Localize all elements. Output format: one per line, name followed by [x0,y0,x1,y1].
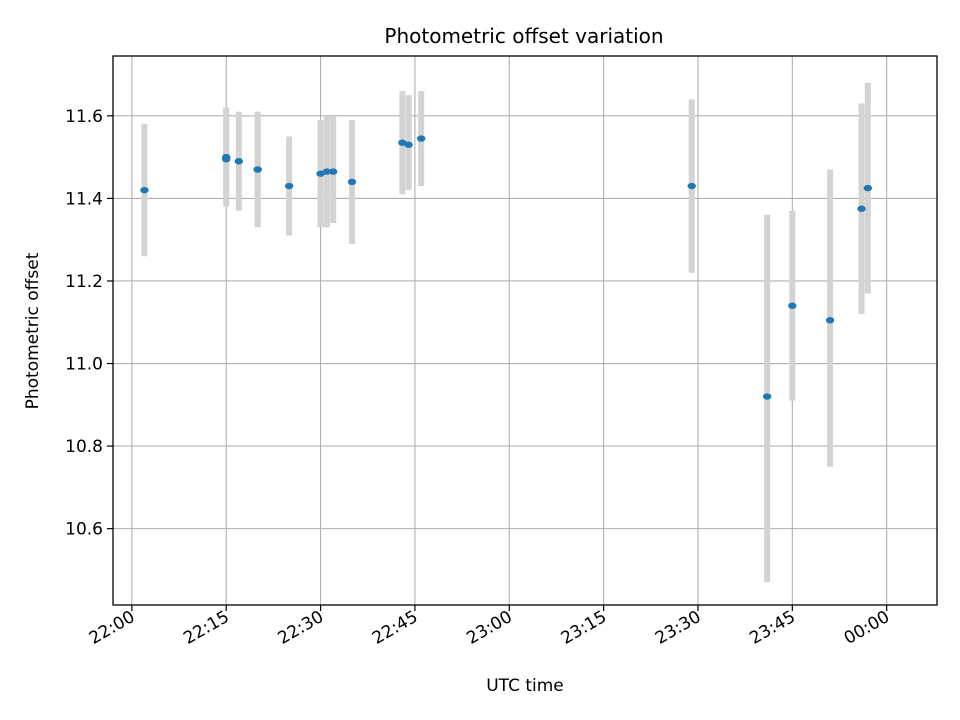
point-layer [140,135,873,400]
data-point [322,168,332,175]
y-tick-label: 10.8 [65,437,103,457]
data-point [347,178,357,186]
data-point [398,139,407,146]
y-axis-ticks: 10.6 10.8 11.0 11.2 11.4 11.6 [65,107,113,540]
x-axis-label: UTC time [486,676,564,696]
y-tick-label: 10.6 [65,520,103,540]
data-point [788,302,797,309]
data-point [857,205,866,212]
data-point [253,166,262,173]
data-point [222,155,231,163]
data-point [234,158,244,165]
data-point [316,170,325,177]
data-point [417,135,426,142]
y-tick-label: 11.4 [65,189,103,209]
y-tick-label: 11.0 [65,355,103,375]
data-point [825,316,835,324]
data-point [863,184,873,192]
y-axis-label: Photometric offset [23,252,43,409]
y-tick-label: 11.6 [65,107,103,127]
plot-frame [112,55,938,606]
data-point [687,182,696,190]
chart-title: Photometric offset variation [384,24,663,48]
data-point [284,182,294,190]
data-point [404,141,413,148]
data-point [762,393,772,400]
y-tick-label: 11.2 [65,272,103,292]
data-point [328,168,338,175]
data-point [140,186,149,194]
grid-layer [113,56,937,605]
